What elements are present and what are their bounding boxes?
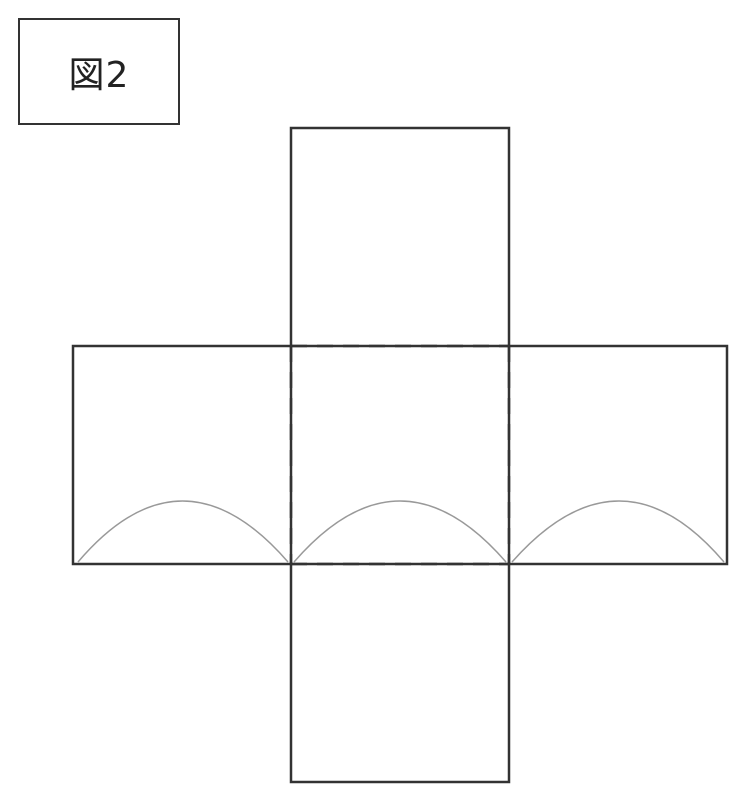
top-face: [289, 126, 511, 348]
figure-label-text: 図2: [68, 54, 130, 96]
figure-label-box: 図2: [18, 18, 180, 125]
arc-right: [511, 500, 725, 563]
left-face: [71, 344, 293, 566]
arc-left: [77, 500, 289, 563]
bottom-face: [289, 562, 511, 784]
arc-center: [293, 500, 507, 563]
